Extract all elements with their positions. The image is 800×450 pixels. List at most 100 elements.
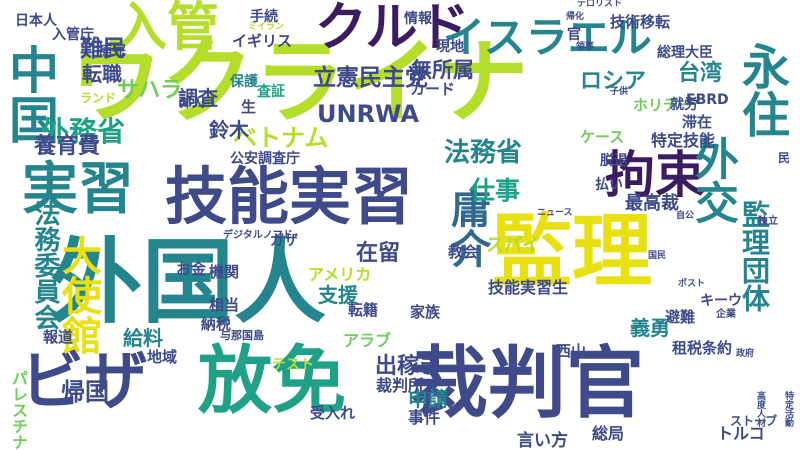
- cloud-word: 難民: [80, 36, 126, 62]
- cloud-word: クルド: [315, 0, 470, 58]
- cloud-word: スパイ: [486, 235, 540, 256]
- cloud-word: 法務省: [444, 138, 523, 168]
- cloud-word: 地域: [147, 348, 178, 366]
- cloud-word: 与那国島: [220, 329, 264, 342]
- cloud-word: 特定技能: [651, 131, 716, 150]
- cloud-word: 拘束: [605, 146, 705, 204]
- cloud-word: 保護: [230, 74, 258, 90]
- cloud-word: ベトナム: [233, 124, 329, 152]
- cloud-word: 言い方: [517, 431, 568, 450]
- cloud-word: ケース: [580, 128, 625, 146]
- cloud-word: 避難: [665, 308, 696, 326]
- cloud-word: アメリカ: [308, 265, 372, 284]
- cloud-word: 納税: [201, 315, 232, 333]
- cloud-word: 技能実習生: [488, 278, 569, 297]
- cloud-word: 公安調査庁: [230, 151, 300, 167]
- cloud-word: 子供: [610, 87, 629, 97]
- cloud-word: 支援: [318, 283, 358, 307]
- cloud-word: 教会: [448, 243, 479, 261]
- cloud-word: 報道: [43, 328, 74, 346]
- cloud-word: 独立: [758, 216, 778, 227]
- cloud-word: 立憲民主党: [313, 65, 428, 91]
- cloud-word: 帰化: [566, 12, 585, 22]
- cloud-word: 就労: [670, 97, 698, 113]
- cloud-word: 日本人: [15, 13, 57, 29]
- cloud-word: 永住: [733, 42, 789, 138]
- cloud-word: 官: [567, 27, 581, 43]
- cloud-word: 出稼ぎ: [375, 354, 442, 379]
- cloud-word: テロリスト: [577, 0, 623, 9]
- cloud-word: 現地: [436, 39, 464, 55]
- cloud-word: 監理: [492, 205, 652, 298]
- cloud-word: 養育費: [34, 134, 101, 159]
- cloud-word: ホリデー: [633, 96, 694, 114]
- cloud-word: カード: [410, 80, 456, 98]
- cloud-word: ロシア: [580, 69, 647, 94]
- cloud-word: 自公: [676, 211, 695, 221]
- cloud-word: EBRD: [686, 92, 729, 108]
- cloud-word: パレスチナ: [9, 370, 28, 450]
- cloud-word: 調査: [178, 86, 218, 110]
- cloud-word: 放免: [198, 338, 346, 424]
- cloud-word: 申請: [408, 387, 448, 411]
- cloud-word: 民: [778, 151, 791, 165]
- cloud-word: イスラエル: [443, 13, 652, 62]
- cloud-word: 外交: [687, 136, 738, 224]
- cloud-word: 義勇: [630, 316, 670, 340]
- cloud-word: デジタルノマド: [223, 230, 293, 241]
- cloud-word: 転職: [82, 62, 122, 86]
- cloud-word: ストーブ: [730, 414, 778, 428]
- cloud-word: 邦人: [180, 96, 205, 110]
- cloud-word: ビザ: [20, 345, 148, 419]
- cloud-word: 手続: [250, 9, 278, 25]
- cloud-word: 高度人材: [755, 391, 765, 427]
- cloud-word: 仕事: [470, 176, 521, 205]
- cloud-word: 給料: [123, 326, 163, 350]
- cloud-word: 滞在: [682, 113, 713, 131]
- cloud-word: 無所属: [411, 58, 474, 82]
- cloud-word: 補完: [98, 43, 126, 59]
- cloud-word: 台湾: [678, 61, 723, 86]
- cloud-word: 西山: [556, 342, 587, 360]
- cloud-word: 外務省: [41, 115, 126, 148]
- cloud-word: 庸介: [444, 188, 490, 268]
- cloud-word: 監理団体: [738, 200, 771, 312]
- cloud-word: 払い: [595, 177, 623, 193]
- cloud-word: 技能実習: [165, 160, 414, 233]
- cloud-word: 法務委員会: [30, 200, 60, 330]
- cloud-word: 事件: [408, 408, 441, 427]
- cloud-word: 中国: [1, 44, 59, 144]
- cloud-word: 外国人: [50, 229, 327, 336]
- cloud-word: 情報: [404, 11, 432, 27]
- cloud-word: サハラ: [117, 78, 183, 103]
- cloud-word: 裁判官: [410, 339, 645, 429]
- cloud-word: 総局: [592, 424, 625, 443]
- cloud-word: ポスト: [678, 279, 706, 289]
- cloud-word: 鈴木: [209, 118, 249, 142]
- cloud-word: 総理大臣: [657, 45, 713, 61]
- cloud-word: アラブ: [343, 331, 392, 350]
- cloud-word: 大使館: [55, 235, 101, 355]
- cloud-word: 技術移転: [610, 13, 671, 31]
- cloud-word: キーウ: [700, 293, 742, 309]
- cloud-word: 生: [241, 98, 257, 116]
- cloud-word: 帰国: [61, 378, 109, 406]
- cloud-word: 特定活動: [783, 391, 793, 427]
- cloud-word: ガザ: [270, 233, 298, 249]
- cloud-word: 企業: [716, 309, 736, 320]
- cloud-word: 実習: [22, 157, 134, 222]
- cloud-word: ミイラン: [248, 22, 285, 32]
- cloud-word: 脱退: [600, 153, 628, 169]
- cloud-word: 租税条約: [672, 339, 733, 357]
- cloud-word: 相当: [209, 296, 240, 314]
- cloud-word: 最高裁: [625, 193, 679, 214]
- cloud-word: 政府: [736, 349, 755, 359]
- cloud-word: 査証: [257, 84, 285, 100]
- cloud-word: 裁判所: [376, 376, 425, 395]
- cloud-word: テスト: [272, 357, 314, 373]
- cloud-word: ニュース: [537, 208, 573, 218]
- cloud-word: イギリス: [232, 32, 293, 50]
- cloud-word: 入管: [115, 0, 220, 58]
- cloud-word: 受入れ: [310, 404, 356, 422]
